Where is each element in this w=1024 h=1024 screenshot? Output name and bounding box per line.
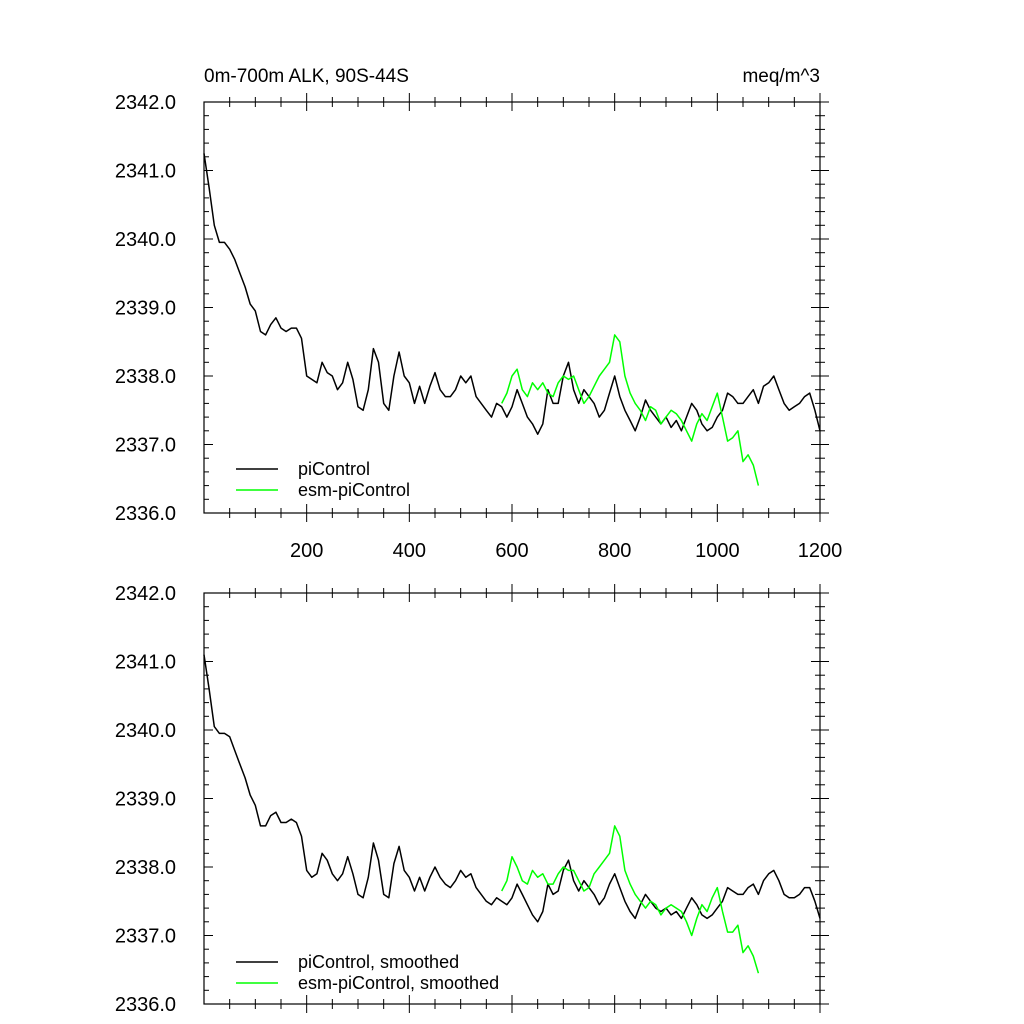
x-tick-label: 1200 xyxy=(798,540,843,562)
x-tick-label: 800 xyxy=(598,540,631,562)
top-panel: 0m-700m ALK, 90S-44S meq/m^3 2336.0 2337.… xyxy=(115,66,842,562)
series-line-picontrol xyxy=(203,153,821,435)
y-tick-label: 2337.0 xyxy=(115,435,176,457)
x-tick-label: 600 xyxy=(495,540,528,562)
x-tick-label: 200 xyxy=(290,540,323,562)
bottom-series-group xyxy=(203,654,821,974)
y-tick-label: 2341.0 xyxy=(115,161,176,183)
y-tick-label: 2338.0 xyxy=(115,857,176,879)
top-plot-frame xyxy=(203,101,821,514)
x-tick-label: 400 xyxy=(393,540,426,562)
y-tick-label: 2336.0 xyxy=(115,994,176,1016)
legend-label-picontrol-smoothed: piControl, smoothed xyxy=(298,952,459,972)
legend-label-esm-picontrol-smoothed: esm-piControl, smoothed xyxy=(298,973,499,993)
series-line-esm-picontrol xyxy=(501,334,760,486)
top-title-left: 0m-700m ALK, 90S-44S xyxy=(204,66,409,87)
series-line-picontrol-smoothed xyxy=(203,654,821,923)
y-tick-label: 2340.0 xyxy=(115,229,176,251)
top-title-right: meq/m^3 xyxy=(742,66,820,87)
y-tick-label: 2337.0 xyxy=(115,926,176,948)
y-tick-label: 2341.0 xyxy=(115,652,176,674)
bottom-plot-frame xyxy=(203,592,821,1005)
bottom-panel: 2336.0 2337.0 2338.0 2339.0 2340.0 2341.0 2342… xyxy=(115,583,829,1016)
y-tick-label: 2342.0 xyxy=(115,583,176,605)
bottom-ticks-group: 2336.0 2337.0 2338.0 2339.0 2340.0 2341.0 2342… xyxy=(115,583,829,1016)
legend-label-picontrol: piControl xyxy=(298,459,370,479)
y-tick-label: 2339.0 xyxy=(115,789,176,811)
y-tick-label: 2336.0 xyxy=(115,503,176,525)
y-tick-label: 2340.0 xyxy=(115,720,176,742)
y-tick-label: 2342.0 xyxy=(115,92,176,114)
top-legend: piControl esm-piControl xyxy=(236,459,410,500)
y-tick-label: 2339.0 xyxy=(115,298,176,320)
x-tick-label: 1000 xyxy=(695,540,740,562)
bottom-legend: piControl, smoothed esm-piControl, smoot… xyxy=(236,952,499,993)
legend-label-esm-picontrol: esm-piControl xyxy=(298,480,410,500)
series-line-esm-picontrol-smoothed xyxy=(501,825,760,974)
top-ticks-group: 2336.0 2337.0 2338.0 2339.0 2340.0 2341.0 2342… xyxy=(115,92,842,562)
top-series-group xyxy=(203,153,821,486)
y-tick-label: 2338.0 xyxy=(115,366,176,388)
